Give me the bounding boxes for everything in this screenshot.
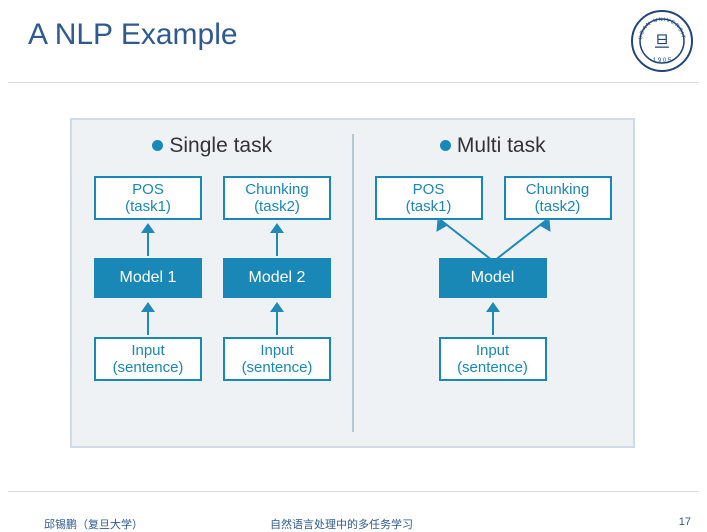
page-number: 17 xyxy=(679,516,691,528)
svg-text:旦: 旦 xyxy=(654,34,670,51)
fudan-logo: FUDAN UNIVERSITY 1 9 0 5 旦 xyxy=(631,10,693,72)
author-label: 邱锡鹏（复旦大学） xyxy=(44,516,143,532)
arrow-head-icon xyxy=(141,302,155,312)
multi-task-label: Multi task xyxy=(457,134,546,157)
footer-divider xyxy=(8,491,699,492)
arrow-head-icon xyxy=(270,223,284,233)
input-sentence-box: Input(sentence) xyxy=(439,337,547,381)
model-box: Model xyxy=(439,258,547,298)
bullet-icon xyxy=(440,140,451,151)
page-title: A NLP Example xyxy=(28,18,707,52)
chunking-task2-box: Chunking(task2) xyxy=(504,176,612,220)
multi-task-title: Multi task xyxy=(353,134,634,158)
chunking-task2-box: Chunking(task2) xyxy=(223,176,331,220)
arrow-shaft xyxy=(276,311,278,335)
arrow-head-icon xyxy=(270,302,284,312)
arrow-head-icon xyxy=(141,223,155,233)
pos-task1-box: POS(task1) xyxy=(94,176,202,220)
model1-box: Model 1 xyxy=(94,258,202,298)
pos-task1-box: POS(task1) xyxy=(375,176,483,220)
svg-text:1 9 0 5: 1 9 0 5 xyxy=(653,58,672,64)
multi-task-panel: Multi task POS(task1) Chunking(task2) Mo… xyxy=(353,120,634,446)
input-sentence-box: Input(sentence) xyxy=(94,337,202,381)
input-sentence-box: Input(sentence) xyxy=(223,337,331,381)
bullet-icon xyxy=(152,140,163,151)
footer-title: 自然语言处理中的多任务学习 xyxy=(270,516,413,532)
single-task-label: Single task xyxy=(169,134,272,157)
arrow-shaft xyxy=(147,311,149,335)
single-task-title: Single task xyxy=(72,134,353,158)
single-task-panel: Single task POS(task1) Chunking(task2) M… xyxy=(72,120,353,446)
arrow-shaft xyxy=(276,232,278,256)
arrow-shaft xyxy=(147,232,149,256)
diagram-frame: Single task POS(task1) Chunking(task2) M… xyxy=(70,118,635,448)
arrow-head-icon xyxy=(486,302,500,312)
model2-box: Model 2 xyxy=(223,258,331,298)
header-divider xyxy=(8,82,699,83)
arrow-shaft xyxy=(492,311,494,335)
